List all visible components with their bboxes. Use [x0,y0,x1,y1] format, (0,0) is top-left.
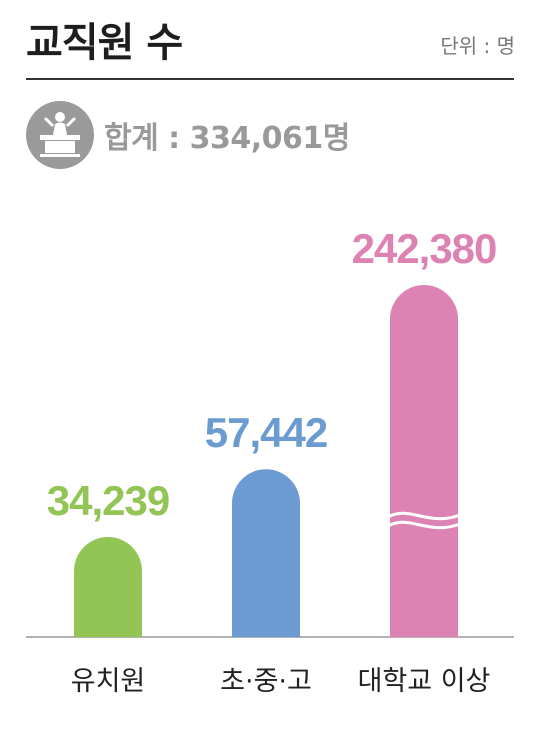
value-label: 57,442 [205,409,327,456]
category-label: 유치원 [71,666,146,697]
category-label: 대학교 이상 [358,666,491,697]
unit-label: 단위 : 명 [440,34,515,58]
bar-2 [232,469,300,637]
lectern-icon [26,101,94,169]
total-summary: 합계 : 334,061명 [26,100,350,170]
axis-break-mark [387,520,461,530]
bar-1 [74,537,142,637]
category-label: 초·중·고 [220,666,312,697]
page-title: 교직원 수 [26,20,183,66]
title-divider [26,78,514,80]
total-label: 합계 : 334,061명 [104,121,350,156]
value-label: 242,380 [352,225,497,272]
value-label: 34,239 [47,477,169,524]
bar-3 [390,285,458,637]
axis-break-mark [387,511,461,521]
